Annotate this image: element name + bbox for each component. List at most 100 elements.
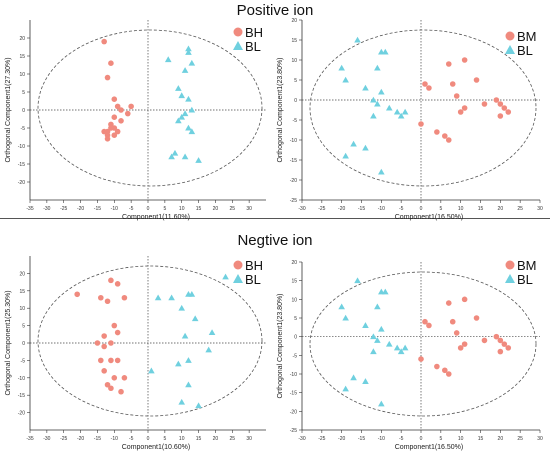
point-bh: [114, 128, 121, 135]
point-bh: [118, 107, 124, 113]
point-bm: [445, 137, 452, 143]
point-bl: [338, 64, 345, 71]
x-tick-label: 5: [439, 436, 442, 442]
x-tick-label: 20: [498, 436, 504, 442]
legend-label-bl: BL: [245, 272, 261, 287]
confidence-ellipse: [37, 29, 263, 187]
point-bh: [124, 110, 131, 117]
x-tick-label: 30: [537, 436, 543, 442]
y-axis-label: Orthogonal Component1(25.30%): [5, 290, 12, 395]
x-tick-label: 0: [420, 436, 423, 442]
point-bl: [370, 333, 377, 340]
point-bm: [481, 101, 488, 107]
y-tick-label: -10: [18, 376, 25, 382]
point-bl: [175, 85, 182, 91]
x-tick-label: -25: [60, 436, 67, 442]
x-tick-label: -35: [26, 436, 33, 442]
point-bl: [185, 381, 192, 388]
point-bl: [374, 303, 381, 310]
point-bm: [445, 300, 452, 306]
point-bl: [401, 344, 409, 351]
point-bl: [393, 344, 401, 351]
x-tick-label: 15: [196, 436, 202, 442]
y-tick-label: 0: [294, 335, 297, 341]
y-tick-label: -5: [21, 358, 26, 364]
point-bm: [434, 129, 440, 135]
negative-ion-title: Negtive ion: [237, 232, 313, 249]
point-bh: [104, 381, 111, 388]
y-tick-label: 0: [294, 98, 297, 104]
point-bh: [108, 357, 114, 364]
point-bh: [111, 125, 118, 131]
y-tick-label: 15: [291, 38, 297, 44]
x-tick-label: -5: [129, 436, 134, 442]
y-tick-label: -20: [290, 178, 297, 184]
point-bm: [442, 367, 448, 374]
point-bl: [385, 340, 393, 347]
x-tick-label: 15: [478, 206, 484, 212]
y-tick-label: -10: [290, 372, 297, 378]
y-tick-label: 10: [291, 58, 297, 64]
y-tick-label: -10: [290, 138, 297, 144]
x-tick-label: 10: [458, 206, 464, 212]
x-tick-label: 25: [517, 206, 523, 212]
point-bl: [191, 315, 199, 322]
x-tick-label: 25: [230, 436, 236, 442]
y-tick-label: 20: [19, 271, 25, 277]
x-tick-label: 15: [478, 436, 484, 442]
x-tick-label: 15: [196, 206, 202, 212]
x-axis-label: Component1(16.50%): [395, 444, 464, 451]
y-tick-label: -5: [293, 118, 298, 124]
point-bl: [382, 288, 389, 295]
x-tick-label: 0: [147, 206, 150, 212]
y-tick-label: -15: [290, 391, 297, 397]
scatter-panel-1: -35 -30 -25 -20 -15 -10 -5 0 5 10 15 20 25 30 -20 -15 -1…: [5, 20, 266, 221]
point-bh: [98, 357, 104, 364]
point-bm: [442, 133, 448, 139]
legend-marker-bl: [505, 274, 515, 283]
point-bm: [481, 337, 488, 344]
point-bh: [114, 357, 121, 364]
x-tick-label: 5: [439, 206, 442, 212]
x-tick-label: -5: [399, 436, 404, 442]
point-bl: [397, 112, 405, 119]
point-bl: [222, 273, 229, 280]
point-bl: [185, 45, 192, 52]
point-bh: [101, 333, 107, 339]
point-bm: [453, 330, 460, 336]
x-tick-label: -30: [43, 206, 50, 212]
scatter-panel-2: -30 -25 -20 -15 -10 -5 0 5 10 15 20 25 30-25-20-15-1…: [277, 18, 543, 221]
point-bl: [185, 357, 192, 363]
point-bh: [121, 294, 128, 301]
x-tick-label: -30: [298, 206, 305, 212]
point-bl: [188, 128, 196, 135]
x-tick-label: -5: [399, 206, 404, 212]
point-bm: [434, 363, 440, 370]
point-bh: [108, 385, 114, 392]
point-bh: [104, 132, 111, 138]
x-tick-label: -20: [77, 206, 84, 212]
point-bh: [98, 294, 104, 301]
point-bh: [94, 340, 101, 346]
confidence-ellipse: [309, 29, 537, 187]
x-axis-label: Component1(10.60%): [122, 444, 191, 451]
y-tick-label: -20: [18, 411, 25, 417]
y-tick-label: -25: [290, 428, 297, 434]
section-divider: [0, 218, 550, 219]
y-tick-label: 5: [294, 78, 297, 84]
y-tick-label: 15: [19, 289, 25, 295]
point-bl: [362, 144, 369, 151]
scatter-panel-4: -30 -25 -20 -15 -10 -5 0 5 10 15 20 25 30-25-20-15-1…: [277, 258, 543, 451]
point-bl: [370, 348, 377, 355]
y-tick-label: -15: [290, 158, 297, 164]
x-tick-label: -15: [358, 436, 365, 442]
x-tick-label: -20: [77, 436, 84, 442]
x-tick-label: 20: [213, 436, 219, 442]
x-tick-label: 30: [537, 206, 543, 212]
y-tick-label: 20: [291, 260, 297, 266]
legend-label-bh: BH: [245, 25, 263, 40]
y-tick-label: 5: [294, 316, 297, 322]
point-bl: [393, 108, 401, 115]
point-bl: [178, 304, 186, 311]
y-axis-label: Orthogonal Component1(27.30%): [5, 57, 12, 162]
